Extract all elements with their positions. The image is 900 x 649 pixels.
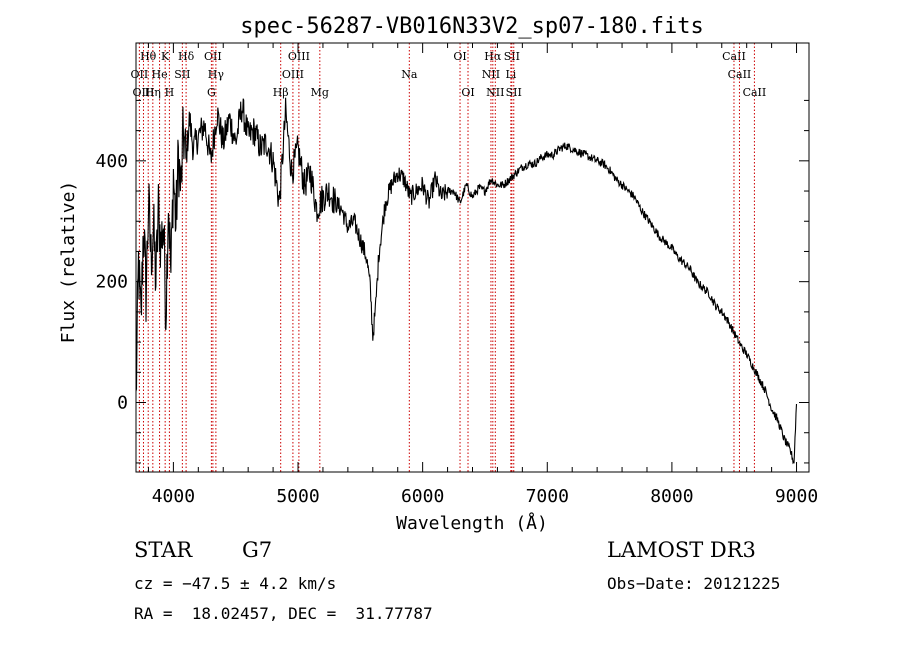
line-label-11: SII (174, 68, 190, 81)
survey-label: LAMOST DR3 (607, 538, 756, 562)
line-label-8: CaII (722, 50, 746, 63)
line-label-15: NII (482, 68, 500, 81)
axis-ticks: 4000 5000 6000 7000 8000 9000 0 200 400 (95, 43, 818, 507)
coordinates-text: RA = 18.02457, DEC = 31.77787 (134, 604, 433, 623)
line-label-18: OIII (132, 86, 154, 99)
line-label-17: CaII (728, 68, 752, 81)
subclass-label: G7 (242, 538, 273, 562)
x-tick-label-5: 9000 (775, 486, 818, 507)
line-label-21: G (207, 86, 216, 99)
y-axis-label: Flux (relative) (58, 181, 79, 344)
flux-series (135, 97, 798, 465)
y-tick-label-1: 200 (95, 272, 128, 293)
x-tick-label-0: 4000 (152, 486, 195, 507)
y-tick-label-0: 0 (117, 393, 128, 414)
x-tick-label-4: 8000 (650, 486, 693, 507)
line-label-2: Hδ (178, 50, 195, 63)
line-label-6: Hα (484, 50, 502, 63)
line-label-14: Na (401, 68, 418, 81)
plot-frame (135, 42, 810, 473)
x-axis-label: Wavelength (Å) (396, 512, 548, 534)
x-tick-label-3: 7000 (526, 486, 569, 507)
line-label-25: NII (486, 86, 504, 99)
line-label-9: OII (131, 68, 149, 81)
line-label-13: OIII (282, 68, 304, 81)
flux-line (135, 97, 798, 465)
line-label-3: OII (204, 50, 222, 63)
obs-date-text: Obs−Date: 20121225 (607, 574, 781, 593)
class-label: STAR (134, 538, 193, 562)
line-label-20: H (165, 86, 175, 99)
line-label-1: K (161, 50, 170, 63)
line-label-19: Hη (145, 86, 161, 99)
chart-title: spec-56287-VB016N33V2_sp07-180.fits (240, 14, 704, 39)
line-label-12: Hγ (208, 68, 225, 81)
line-label-7: SII (504, 50, 520, 63)
line-label-10: He (152, 68, 168, 81)
line-label-27: CaII (743, 86, 767, 99)
line-label-16: Li (505, 68, 516, 81)
line-label-5: OI (453, 50, 466, 63)
line-label-26: SII (506, 86, 522, 99)
line-label-0: Hθ (140, 50, 157, 63)
x-tick-label-1: 5000 (276, 486, 319, 507)
line-label-24: OI (461, 86, 474, 99)
line-label-22: Hβ (273, 86, 289, 99)
line-label-23: Mg (311, 86, 329, 99)
x-tick-label-2: 6000 (401, 486, 444, 507)
line-label-4: OIII (288, 50, 310, 63)
velocity-text: cz = −47.5 ± 4.2 km/s (134, 574, 337, 593)
y-tick-label-2: 400 (95, 151, 128, 172)
